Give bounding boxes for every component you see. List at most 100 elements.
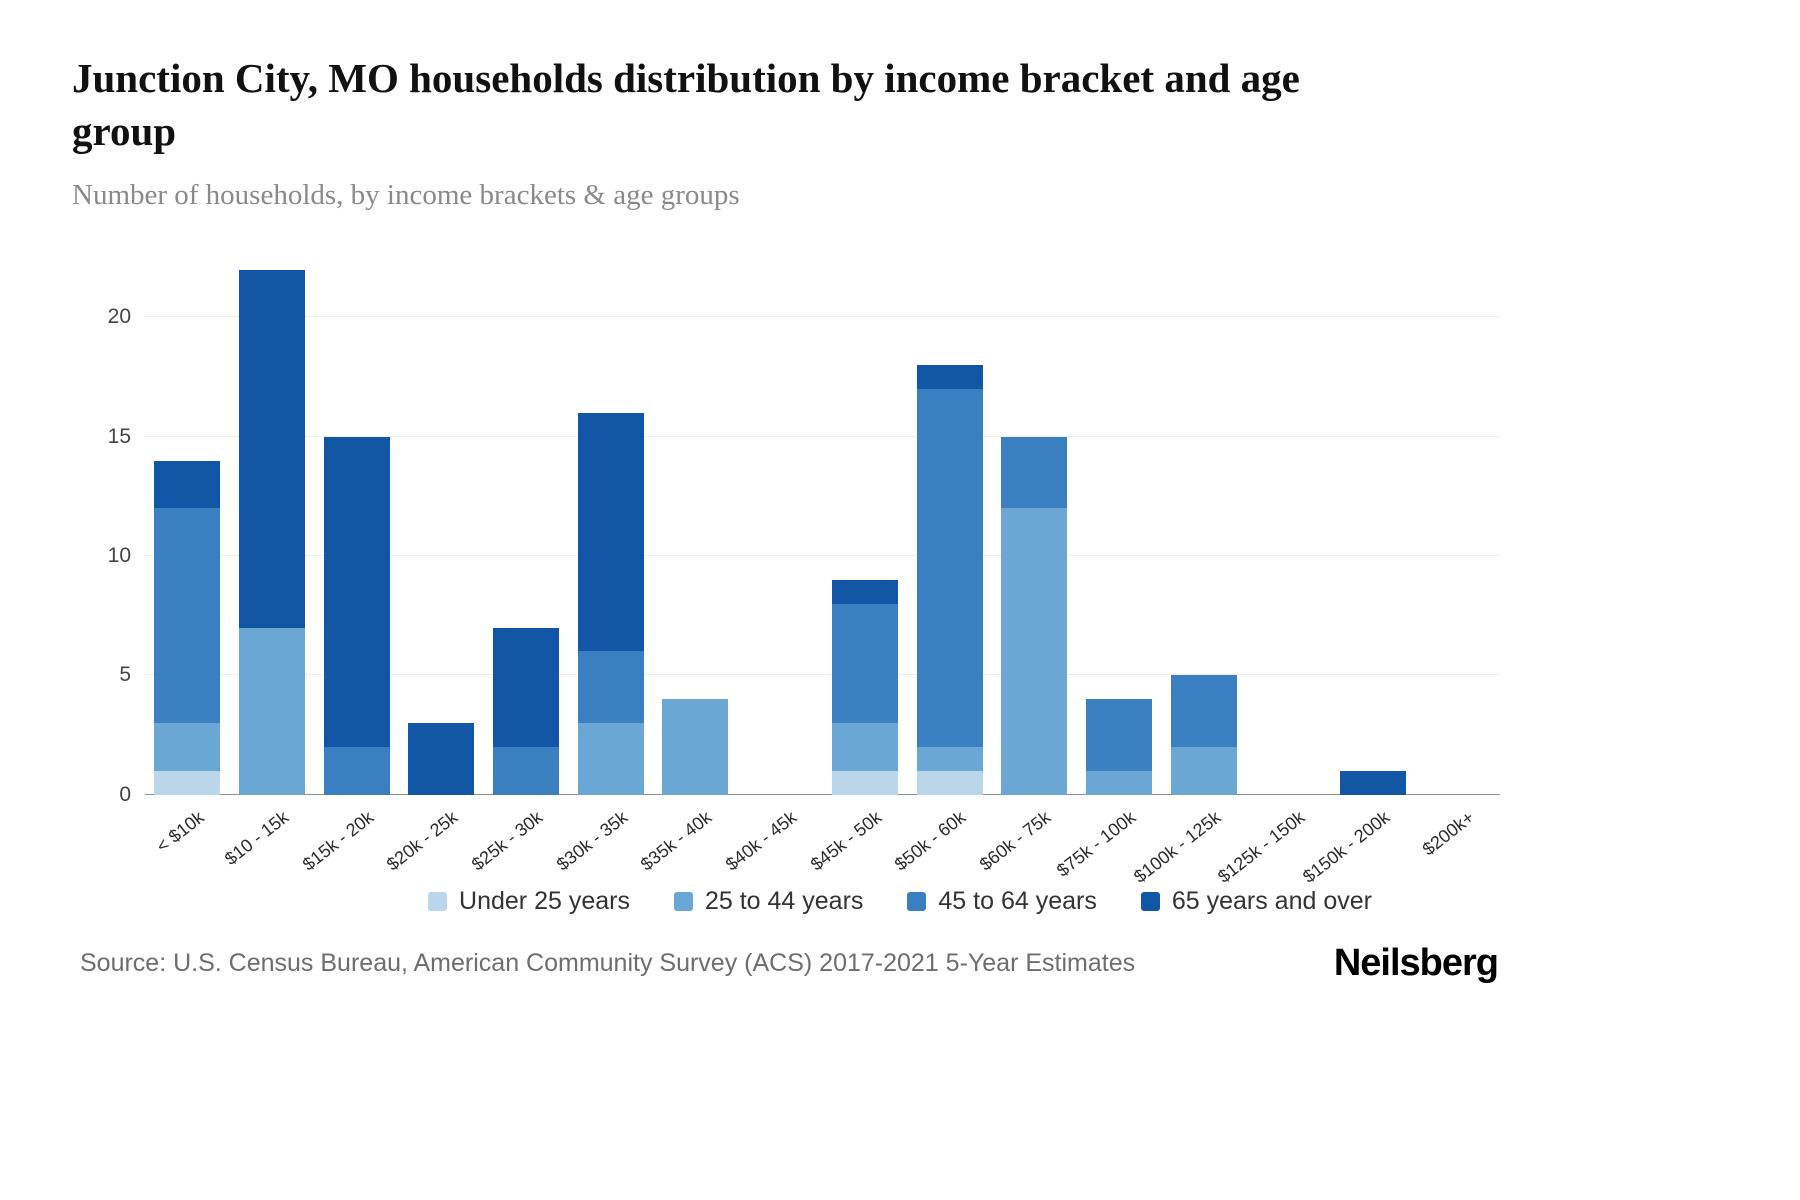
bar-segment-45-to-64-years[interactable] (916, 388, 983, 747)
bar-slot-20k-25k: $20k - 25k (383, 270, 484, 874)
bar-segment-45-to-64-years[interactable] (1001, 436, 1068, 509)
x-tick-label: $60k - 75k (975, 806, 1055, 875)
bar-slot-50k-60k: $50k - 60k (891, 270, 992, 874)
stacked-bar-45k-50k (831, 579, 898, 795)
bar-slot-200k: $200k+ (1415, 270, 1500, 859)
source-text: Source: U.S. Census Bureau, American Com… (80, 948, 1136, 977)
bar-segment-25-to-44-years[interactable] (1085, 770, 1152, 795)
bar-segment-under-25-years[interactable] (916, 770, 983, 795)
x-tick-label: $200k+ (1418, 806, 1478, 860)
legend-label: 45 to 64 years (938, 886, 1097, 915)
bar-segment-65-years-and-over[interactable] (1339, 770, 1406, 795)
stacked-bar-20k-25k (408, 723, 475, 795)
bar-segment-under-25-years[interactable] (154, 770, 221, 795)
bar-segment-25-to-44-years[interactable] (577, 723, 644, 795)
bar-segment-25-to-44-years[interactable] (154, 723, 221, 771)
chart-legend: Under 25 years 25 to 44 years 45 to 64 yea… (0, 887, 1800, 916)
y-gridline (145, 435, 1500, 437)
bar-segment-65-years-and-over[interactable] (577, 412, 644, 652)
x-tick-label: $15k - 20k (298, 806, 378, 875)
bar-segment-65-years-and-over[interactable] (239, 269, 306, 628)
bar-segment-65-years-and-over[interactable] (408, 723, 475, 795)
legend-swatch-icon (428, 891, 448, 911)
stacked-bar-10-15k (239, 269, 306, 795)
chart-plot: 0 5 10 15 20 < $10k $10 - 15k $15k - 20k $20k - … (108, 269, 1500, 887)
stacked-bar-30k-35k (577, 412, 644, 795)
legend-label: 65 years and over (1171, 886, 1372, 915)
legend-item-under-25-years[interactable]: Under 25 years (428, 887, 630, 916)
bar-segment-45-to-64-years[interactable] (1170, 675, 1237, 747)
stacked-bar-60k-75k (1001, 436, 1068, 795)
legend-swatch-icon (673, 891, 693, 911)
bar-slot-10-15k: $10 - 15k (221, 269, 315, 869)
bar-segment-65-years-and-over[interactable] (831, 579, 898, 604)
bar-segment-65-years-and-over[interactable] (493, 627, 560, 747)
y-gridline (145, 554, 1500, 556)
bar-segment-under-25-years[interactable] (831, 770, 898, 795)
x-tick-label: $25k - 30k (467, 806, 547, 875)
x-tick-label: $50k - 60k (891, 806, 970, 875)
stacked-bar-25k-30k (493, 627, 560, 795)
bar-segment-45-to-64-years[interactable] (577, 651, 644, 724)
bar-segment-25-to-44-years[interactable] (916, 746, 983, 771)
stacked-bar-50k-60k (916, 365, 983, 795)
bar-slot-75k-100k: $75k - 100k (1053, 270, 1162, 880)
x-tick-label: $100k - 125k (1129, 806, 1224, 887)
bar-segment-25-to-44-years[interactable] (1170, 746, 1237, 795)
x-tick-label: $125k - 150k (1214, 806, 1309, 887)
chart-subtitle: Number of households, by income brackets… (72, 178, 740, 211)
bars-container: < $10k $10 - 15k $15k - 20k $20k - 25k $25k … (145, 269, 1500, 887)
y-tick-label: 10 (107, 543, 131, 567)
x-tick-label: $30k - 35k (552, 806, 632, 875)
bar-slot-25k-30k: $25k - 30k (468, 270, 569, 874)
x-tick-label: $75k - 100k (1052, 806, 1140, 881)
x-tick-label: $45k - 50k (806, 806, 886, 875)
bar-segment-25-to-44-years[interactable] (831, 723, 898, 771)
x-tick-label: $10 - 15k (220, 806, 293, 869)
legend-item-45-to-64-years[interactable]: 45 to 64 years (907, 886, 1097, 916)
y-tick-label: 5 (119, 663, 131, 687)
legend-item-65-years-and-over[interactable]: 65 years and over (1140, 886, 1372, 916)
bar-slot-45k-50k: $45k - 50k (807, 270, 908, 874)
bar-segment-25-to-44-years[interactable] (239, 627, 306, 795)
stacked-bar-15k-20k (323, 436, 390, 795)
bar-segment-45-to-64-years[interactable] (831, 603, 898, 724)
stacked-bar-150k-200k (1339, 770, 1406, 795)
bar-segment-25-to-44-years[interactable] (1001, 508, 1068, 795)
neilsberg-logo: Neilsberg (1333, 941, 1499, 984)
bar-segment-45-to-64-years[interactable] (493, 746, 560, 795)
x-tick-label: $150k - 200k (1298, 806, 1394, 887)
bar-segment-45-to-64-years[interactable] (1085, 699, 1152, 771)
bar-segment-45-to-64-years[interactable] (154, 508, 221, 724)
bar-slot-10k: < $10k (145, 270, 230, 856)
x-axis-line (145, 793, 1500, 795)
y-tick-label: 20 (107, 305, 131, 329)
bar-slot-150k-200k: $150k - 200k (1299, 270, 1416, 886)
bar-slot-35k-40k: $35k - 40k (637, 270, 738, 874)
bar-slot-60k-75k: $60k - 75k (976, 270, 1077, 874)
bar-segment-45-to-64-years[interactable] (323, 746, 390, 795)
bar-slot-40k-45k: $40k - 45k (722, 270, 823, 875)
bar-slot-15k-20k: $15k - 20k (298, 270, 399, 874)
legend-label: Under 25 years (459, 886, 630, 915)
stacked-bar-75k-100k (1085, 699, 1152, 795)
bar-slot-30k-35k: $30k - 35k (553, 270, 653, 874)
x-tick-label: $35k - 40k (637, 806, 716, 875)
chart-title: Junction City, MO households distributio… (72, 55, 1300, 155)
y-gridline (145, 316, 1500, 318)
x-tick-label: $40k - 45k (721, 806, 801, 875)
bar-slot-100k-125k: $100k - 125k (1130, 270, 1246, 886)
bar-segment-65-years-and-over[interactable] (323, 436, 390, 747)
bar-segment-65-years-and-over[interactable] (154, 460, 221, 509)
stacked-bar-100k-125k (1170, 675, 1237, 795)
y-tick-label: 0 (119, 782, 131, 806)
y-gridline (145, 674, 1500, 676)
bar-segment-25-to-44-years[interactable] (662, 699, 729, 795)
legend-swatch-icon (907, 891, 927, 911)
legend-item-25-to-44-years[interactable]: 25 to 44 years (673, 887, 863, 916)
bar-segment-65-years-and-over[interactable] (916, 365, 983, 389)
bar-slot-125k-150k: $125k - 150k (1214, 270, 1331, 887)
stacked-bar-10k (154, 460, 221, 795)
stacked-bar-35k-40k (662, 699, 729, 795)
